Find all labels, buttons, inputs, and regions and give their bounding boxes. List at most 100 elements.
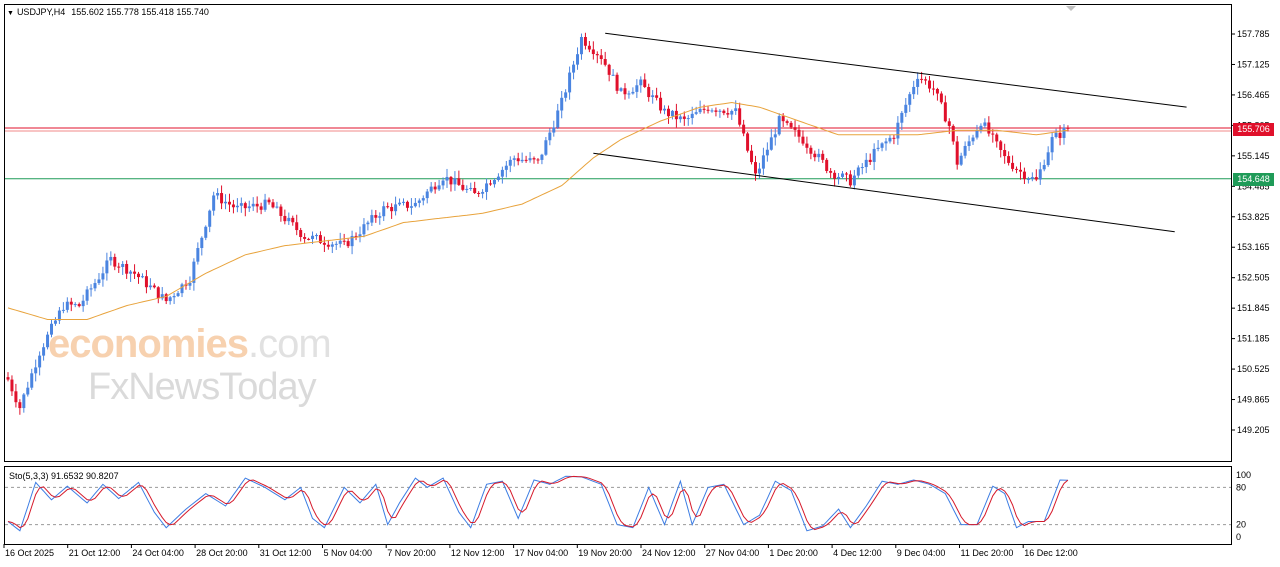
candle-body bbox=[172, 296, 176, 298]
price-lines-layer bbox=[5, 127, 1231, 180]
candle-body bbox=[421, 198, 425, 201]
candle-body bbox=[413, 202, 417, 207]
candle-body bbox=[69, 301, 73, 305]
candle-body bbox=[263, 199, 267, 210]
price-tick-label: 152.505 bbox=[1237, 273, 1270, 283]
candle-body bbox=[560, 97, 564, 111]
candle-body bbox=[540, 154, 544, 160]
candle-body bbox=[951, 125, 955, 142]
candle-body bbox=[595, 54, 599, 56]
time-tick-label: 28 Oct 20:00 bbox=[196, 548, 248, 558]
candle-body bbox=[900, 112, 904, 123]
candle-body bbox=[382, 206, 386, 217]
candle-body bbox=[394, 204, 398, 212]
candle-body bbox=[591, 49, 595, 55]
candle-body bbox=[18, 402, 22, 409]
candle-body bbox=[160, 294, 164, 299]
candle-body bbox=[152, 285, 156, 288]
channel-lower-line[interactable] bbox=[593, 152, 1175, 233]
time-tick-label: 31 Oct 12:00 bbox=[260, 548, 312, 558]
candle-body bbox=[852, 175, 856, 186]
candle-body bbox=[255, 203, 259, 207]
candle-body bbox=[860, 167, 864, 169]
candle-body bbox=[1034, 177, 1038, 180]
stochastic-signal-line bbox=[7, 475, 1069, 531]
candle-body bbox=[492, 180, 496, 185]
moving-average-layer bbox=[7, 101, 1068, 320]
candle-body bbox=[931, 88, 935, 90]
candle-body bbox=[789, 122, 793, 128]
time-tick-label: 24 Oct 04:00 bbox=[132, 548, 184, 558]
candle-body bbox=[769, 137, 773, 150]
candle-body bbox=[73, 304, 77, 306]
candle-body bbox=[821, 153, 825, 160]
candle-body bbox=[564, 92, 568, 98]
dropdown-arrow-icon[interactable]: ▼ bbox=[7, 10, 14, 17]
candle-body bbox=[402, 201, 405, 203]
candle-body bbox=[710, 110, 714, 112]
candle-body bbox=[26, 387, 30, 395]
price-tick-label: 149.205 bbox=[1237, 425, 1270, 435]
watermark-economies: economies.com bbox=[48, 322, 332, 367]
candle-body bbox=[856, 167, 860, 176]
candle-body bbox=[129, 271, 133, 274]
candle-body bbox=[101, 273, 105, 280]
candle-body bbox=[140, 276, 144, 278]
candle-body bbox=[714, 110, 718, 112]
candle-body bbox=[817, 153, 821, 158]
candle-body bbox=[833, 172, 837, 179]
stochastic-layer: 100 80 20 0 bbox=[5, 470, 1251, 542]
price-tick-label: 154.485 bbox=[1237, 181, 1270, 191]
candle-body bbox=[678, 116, 682, 120]
candle-body bbox=[868, 159, 872, 163]
time-tick-label: 24 Nov 12:00 bbox=[642, 548, 696, 558]
candle-body bbox=[548, 132, 552, 141]
candle-body bbox=[844, 173, 848, 175]
candle-body bbox=[1066, 127, 1070, 129]
candle-body bbox=[6, 377, 10, 380]
candle-body bbox=[848, 174, 852, 186]
candle-body bbox=[524, 159, 528, 161]
candle-body bbox=[449, 176, 453, 185]
candle-body bbox=[121, 263, 125, 267]
candle-body bbox=[1015, 168, 1019, 170]
candle-body bbox=[1030, 177, 1034, 179]
candle-body bbox=[342, 240, 346, 242]
candle-body bbox=[176, 293, 180, 297]
candle-body bbox=[425, 191, 429, 199]
candle-body bbox=[148, 285, 152, 288]
candle-body bbox=[441, 180, 445, 186]
candle-body bbox=[168, 297, 172, 302]
candle-body bbox=[398, 202, 402, 205]
candle-body bbox=[53, 320, 57, 324]
candle-body bbox=[623, 88, 627, 95]
candle-body bbox=[354, 235, 358, 237]
candle-body bbox=[216, 193, 220, 196]
candle-body bbox=[607, 64, 611, 75]
candle-body bbox=[1018, 169, 1022, 172]
candle-body bbox=[1046, 152, 1050, 166]
candle-body bbox=[303, 237, 307, 239]
candle-body bbox=[552, 127, 556, 133]
candle-body bbox=[433, 186, 437, 190]
candle-body bbox=[935, 88, 939, 94]
candle-body bbox=[655, 95, 659, 98]
price-tick-label: 153.825 bbox=[1237, 212, 1270, 222]
candle-body bbox=[247, 206, 251, 209]
candle-body bbox=[1062, 127, 1066, 138]
candle-body bbox=[742, 124, 746, 134]
price-tick-label: 151.185 bbox=[1237, 334, 1270, 344]
level-price-badge: 154.648 bbox=[1233, 172, 1274, 186]
candle-body bbox=[880, 143, 884, 148]
candle-body bbox=[512, 158, 516, 160]
candle-body bbox=[702, 108, 706, 110]
candle-body bbox=[837, 176, 841, 179]
channel-upper-line[interactable] bbox=[605, 32, 1187, 108]
candle-body bbox=[805, 143, 809, 148]
time-tick-label: 16 Dec 12:00 bbox=[1024, 548, 1078, 558]
candle-body bbox=[1026, 178, 1030, 180]
chart-shift-marker[interactable] bbox=[1066, 6, 1076, 11]
candle-body bbox=[405, 201, 409, 208]
candle-body bbox=[311, 235, 315, 240]
candle-body bbox=[113, 256, 117, 267]
